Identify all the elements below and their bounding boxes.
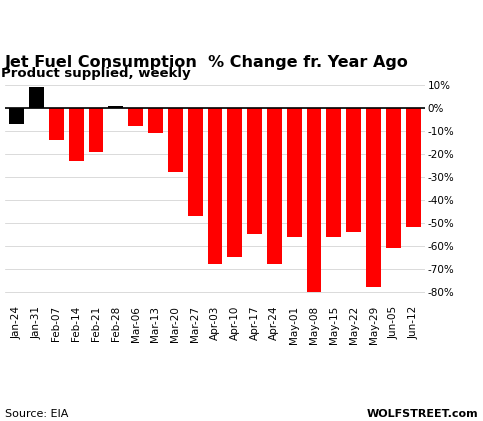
Bar: [366, 108, 381, 287]
Bar: [327, 108, 341, 237]
Bar: [188, 108, 202, 216]
Bar: [208, 108, 222, 264]
Bar: [128, 108, 143, 126]
Text: Jet Fuel Consumption  % Change fr. Year Ago: Jet Fuel Consumption % Change fr. Year A…: [5, 56, 409, 70]
Bar: [49, 108, 64, 140]
Bar: [168, 108, 183, 172]
Bar: [386, 108, 401, 248]
Bar: [307, 108, 322, 292]
Bar: [9, 108, 24, 124]
Bar: [148, 108, 163, 133]
Text: WOLFSTREET.com: WOLFSTREET.com: [367, 409, 478, 419]
Bar: [88, 108, 103, 152]
Bar: [406, 108, 421, 227]
Text: Source: EIA: Source: EIA: [5, 409, 68, 419]
Text: Product supplied, weekly: Product supplied, weekly: [0, 67, 190, 80]
Bar: [287, 108, 302, 237]
Bar: [267, 108, 282, 264]
Bar: [346, 108, 361, 232]
Bar: [227, 108, 242, 257]
Bar: [247, 108, 262, 234]
Bar: [69, 108, 84, 161]
Bar: [108, 106, 123, 108]
Bar: [29, 87, 44, 108]
